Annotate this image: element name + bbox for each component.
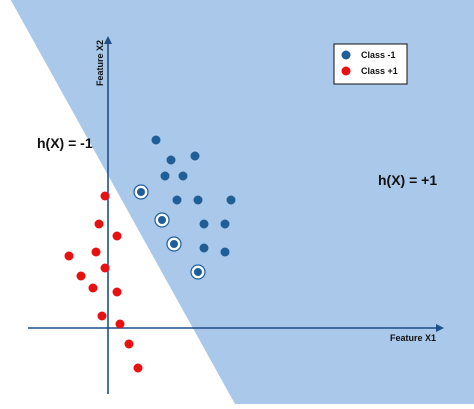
region-label-positive: h(X) = +1 bbox=[378, 172, 437, 188]
class-minus-1-point bbox=[193, 195, 203, 205]
class-plus-1-point bbox=[115, 319, 125, 329]
class-plus-1-point bbox=[94, 219, 104, 229]
positive-region bbox=[10, 0, 474, 404]
class-minus-1-point bbox=[178, 171, 188, 181]
class-minus-1-point bbox=[151, 135, 161, 145]
class-plus-1-point bbox=[112, 287, 122, 297]
data-points bbox=[64, 135, 236, 373]
support-vector-point bbox=[158, 216, 166, 224]
class-minus-1-point bbox=[199, 243, 209, 253]
class-plus-1-point bbox=[97, 311, 107, 321]
x-axis-label: Feature X1 bbox=[390, 333, 436, 343]
class-minus-1-point bbox=[220, 219, 230, 229]
class-plus-1-point bbox=[64, 251, 74, 261]
support-vector-point bbox=[170, 240, 178, 248]
negative-region bbox=[0, 0, 235, 404]
support-vector-point bbox=[194, 268, 202, 276]
class-plus-1-point bbox=[100, 263, 110, 273]
class-minus-1-point bbox=[172, 195, 182, 205]
class-plus-1-point bbox=[124, 339, 134, 349]
class-minus-1-point bbox=[220, 247, 230, 257]
class-plus-1-point bbox=[100, 191, 110, 201]
legend-label-class-minus-1: Class -1 bbox=[361, 50, 396, 60]
legend-marker-class-minus-1 bbox=[341, 50, 351, 60]
class-minus-1-point bbox=[190, 151, 200, 161]
legend: Class -1 Class +1 bbox=[333, 43, 408, 85]
region-label-negative: h(X) = -1 bbox=[37, 135, 93, 151]
class-plus-1-point bbox=[76, 271, 86, 281]
class-plus-1-point bbox=[133, 363, 143, 373]
y-axis-label: Feature X2 bbox=[95, 40, 105, 86]
y-axis-arrow bbox=[104, 36, 112, 44]
class-minus-1-point bbox=[166, 155, 176, 165]
class-plus-1-point bbox=[88, 283, 98, 293]
support-vector-point bbox=[137, 188, 145, 196]
class-plus-1-point bbox=[112, 231, 122, 241]
class-minus-1-point bbox=[160, 171, 170, 181]
class-plus-1-point bbox=[91, 247, 101, 257]
class-minus-1-point bbox=[226, 195, 236, 205]
legend-label-class-plus-1: Class +1 bbox=[361, 66, 398, 76]
class-minus-1-point bbox=[199, 219, 209, 229]
x-axis-arrow bbox=[436, 324, 444, 332]
legend-marker-class-plus-1 bbox=[341, 66, 351, 76]
